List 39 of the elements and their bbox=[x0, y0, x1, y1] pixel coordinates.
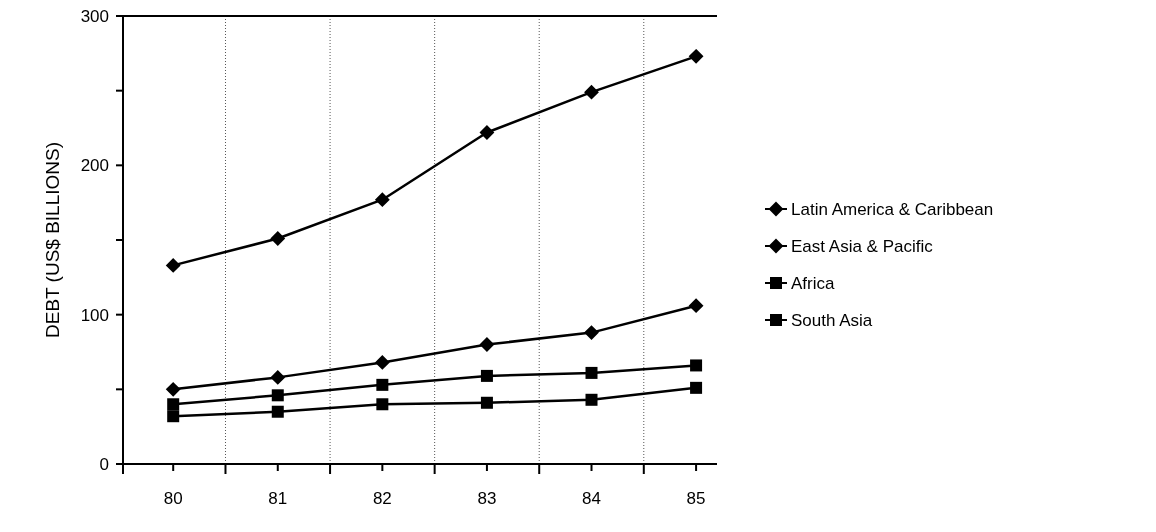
point bbox=[479, 125, 494, 140]
y-tick-label: 0 bbox=[99, 454, 109, 474]
point bbox=[375, 192, 390, 207]
x-tick-label: 83 bbox=[477, 489, 497, 508]
y-tick-label: 300 bbox=[80, 6, 109, 26]
x-tick-label: 81 bbox=[268, 489, 288, 508]
point bbox=[480, 369, 493, 382]
point bbox=[167, 410, 180, 423]
point bbox=[166, 258, 181, 273]
legend-label: South Asia bbox=[791, 310, 873, 330]
point bbox=[270, 231, 285, 246]
point bbox=[690, 381, 703, 394]
x-tick-label: 80 bbox=[163, 489, 183, 508]
legend-label: Africa bbox=[791, 273, 835, 293]
point bbox=[690, 359, 703, 372]
y-axis-title: DEBT (US$ BILLIONS) bbox=[41, 141, 63, 339]
point bbox=[271, 389, 284, 402]
point bbox=[376, 378, 389, 391]
x-tick-label: 82 bbox=[372, 489, 392, 508]
point bbox=[585, 393, 598, 406]
point bbox=[689, 298, 704, 313]
point bbox=[480, 396, 493, 409]
point bbox=[479, 337, 494, 352]
point bbox=[167, 398, 180, 411]
point bbox=[271, 405, 284, 418]
legend-label: East Asia & Pacific bbox=[791, 236, 934, 256]
point bbox=[376, 398, 389, 411]
legend-label: Latin America & Caribbean bbox=[791, 199, 994, 219]
point bbox=[689, 49, 704, 64]
x-tick-label: 85 bbox=[686, 489, 706, 508]
point bbox=[166, 382, 181, 397]
x-tick-label: 84 bbox=[582, 489, 601, 508]
y-tick-label: 200 bbox=[80, 156, 109, 176]
point bbox=[270, 370, 285, 385]
point bbox=[375, 355, 390, 370]
point bbox=[584, 85, 599, 100]
point bbox=[585, 366, 598, 379]
y-tick-label: 100 bbox=[80, 305, 109, 325]
point bbox=[584, 325, 599, 340]
